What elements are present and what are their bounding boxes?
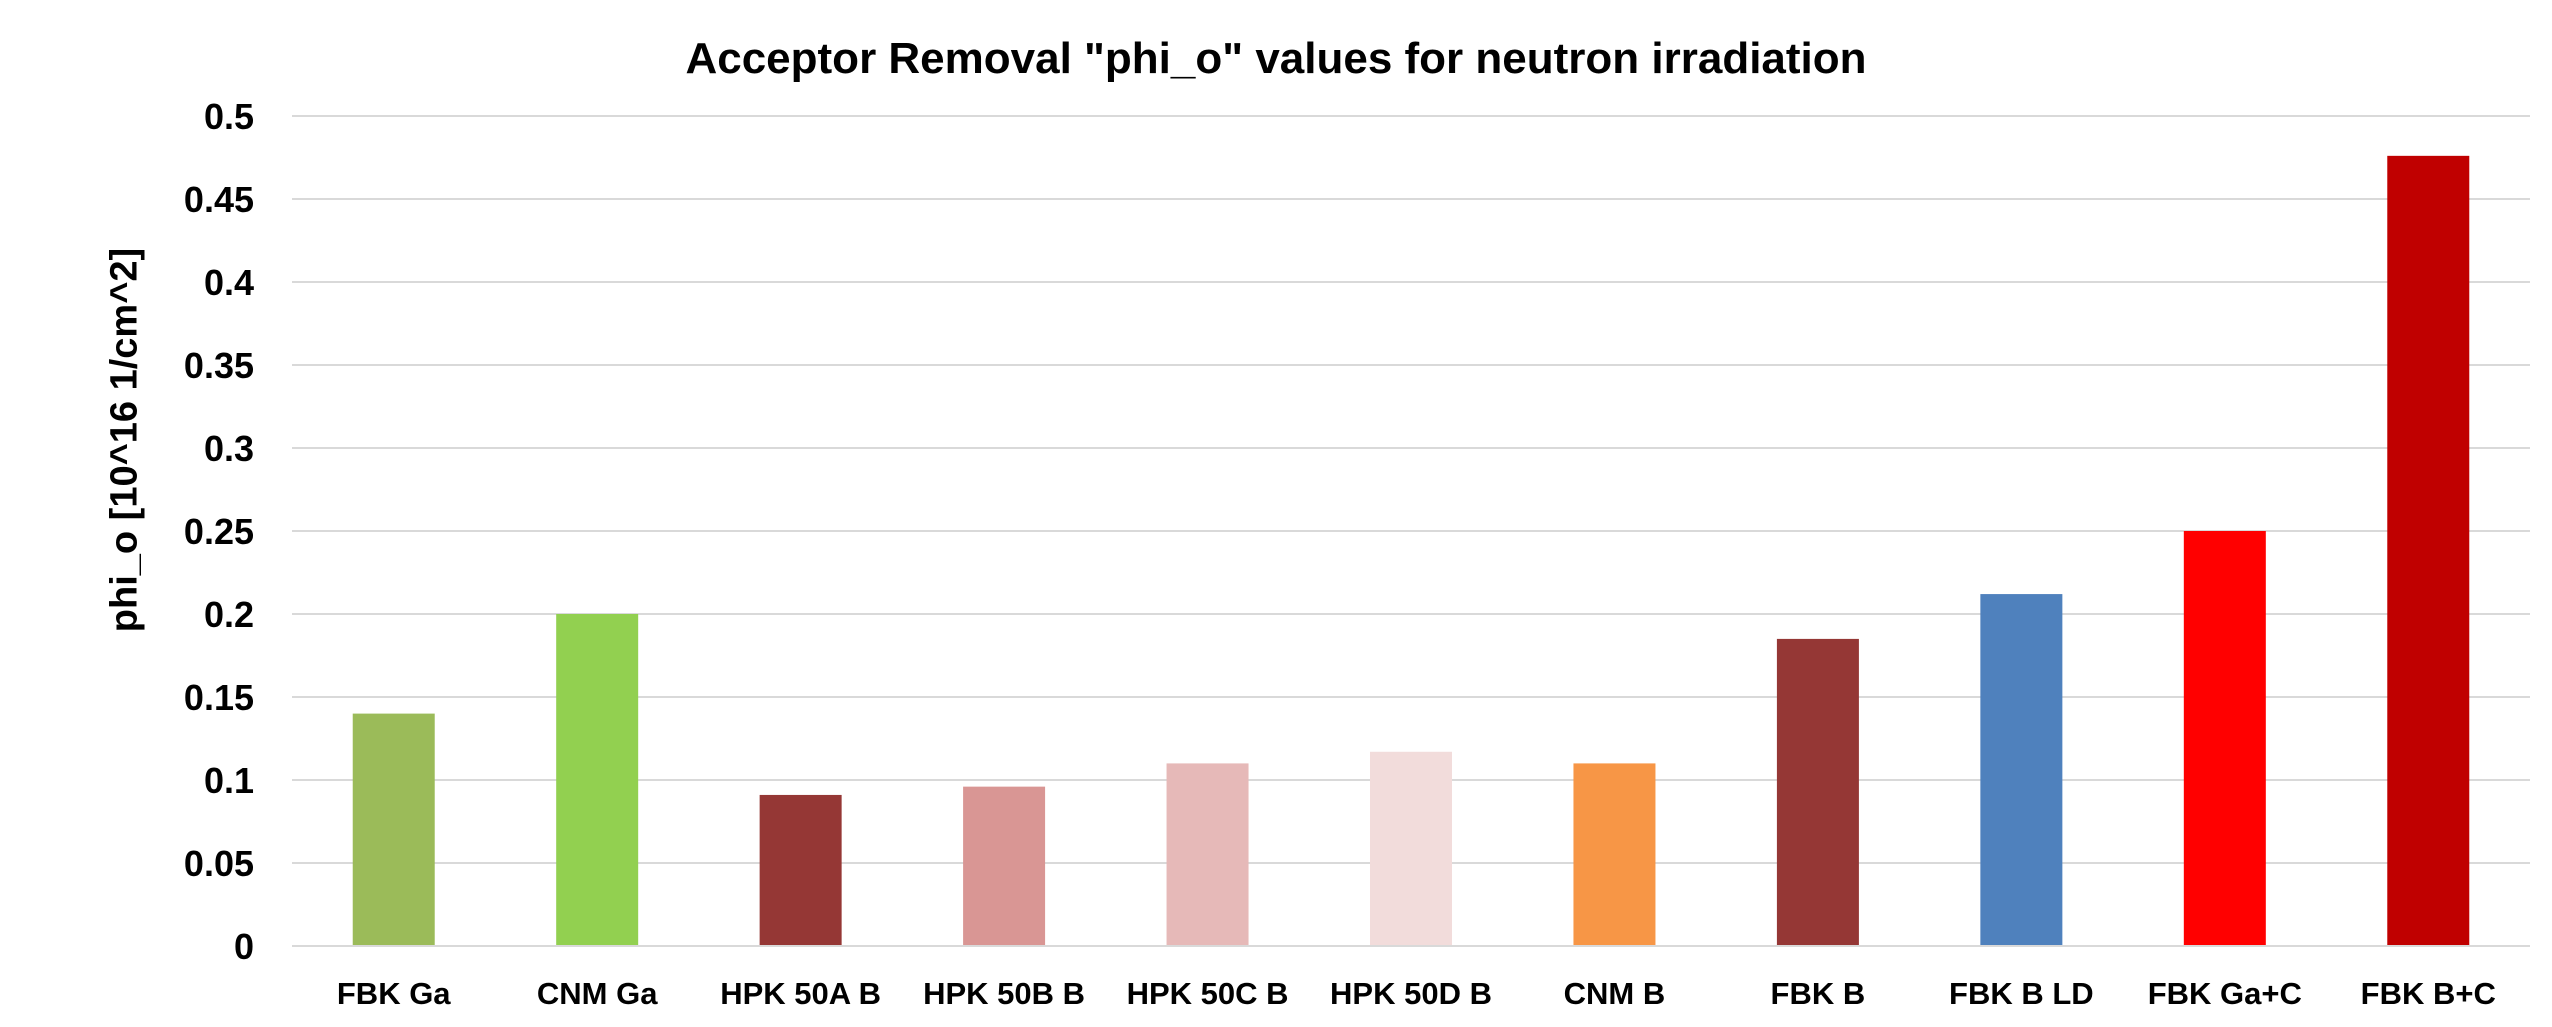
bar-fbk-b-c — [2387, 155, 2470, 947]
bar-fbk-ga — [352, 713, 435, 946]
y-tick-label: 0.3 — [204, 428, 254, 469]
y-tick-label: 0 — [234, 926, 254, 967]
bar-fbk-b-ld — [1980, 594, 2063, 946]
bar-hpk-50b-b — [963, 786, 1046, 946]
y-tick-label: 0.05 — [184, 843, 254, 884]
x-category-label: HPK 50D B — [1330, 976, 1492, 1011]
x-category-label: FBK B — [1771, 976, 1866, 1011]
bar-hpk-50a-b — [759, 794, 842, 946]
chart-title: Acceptor Removal "phi_o" values for neut… — [685, 34, 1867, 83]
y-axis-ticks: 0 0.05 0.1 0.15 0.2 0.25 0.3 0.35 0.4 0.45 0.5 — [184, 96, 254, 967]
x-category-label: FBK B LD — [1949, 976, 2094, 1011]
bar-hpk-50c-b — [1166, 763, 1249, 946]
bars — [352, 155, 2470, 947]
bar-hpk-50d-b — [1370, 751, 1452, 946]
y-tick-label: 0.1 — [204, 760, 254, 801]
y-tick-label: 0.2 — [204, 594, 254, 635]
y-tick-label: 0.15 — [184, 677, 254, 718]
bar-fbk-ga-c — [2183, 531, 2266, 946]
x-category-label: FBK Ga — [337, 976, 451, 1011]
bar-cnm-b — [1573, 763, 1656, 946]
y-tick-label: 0.25 — [184, 511, 254, 552]
x-category-label: HPK 50A B — [720, 976, 881, 1011]
x-category-label: CNM B — [1564, 976, 1666, 1011]
x-category-label: FBK Ga+C — [2148, 976, 2302, 1011]
bar-fbk-b — [1776, 638, 1859, 946]
bar-cnm-ga — [556, 614, 639, 946]
y-tick-label: 0.5 — [204, 96, 254, 137]
x-axis-category-labels: FBK Ga CNM Ga HPK 50A B HPK 50B B HPK 50C B H… — [337, 976, 2496, 1011]
x-category-label: FBK B+C — [2361, 976, 2496, 1011]
y-tick-label: 0.35 — [184, 345, 254, 386]
y-tick-label: 0.4 — [204, 262, 254, 303]
x-category-label: HPK 50C B — [1127, 976, 1289, 1011]
y-tick-label: 0.45 — [184, 179, 254, 220]
x-category-label: CNM Ga — [537, 976, 658, 1011]
x-category-label: HPK 50B B — [923, 976, 1085, 1011]
